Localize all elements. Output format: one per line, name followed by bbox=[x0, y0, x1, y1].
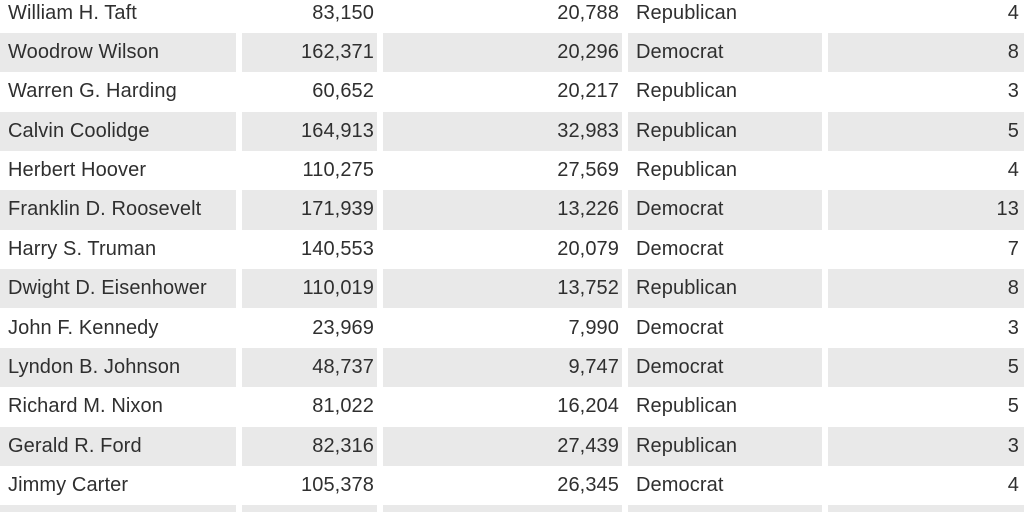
cell-president: John F. Kennedy bbox=[0, 308, 236, 348]
cell-value-b: 20,296 bbox=[383, 32, 622, 73]
cell-count: 5 bbox=[828, 347, 1024, 388]
cell-party: Democrat bbox=[628, 229, 822, 270]
cell-count: 8 bbox=[828, 32, 1024, 73]
cell-party: Republican bbox=[628, 72, 822, 112]
cell-count: 4 bbox=[828, 150, 1024, 191]
cell-party: Republican bbox=[628, 111, 822, 151]
cell-value-b: 27,569 bbox=[383, 150, 622, 191]
cell-party: Republican bbox=[628, 150, 822, 191]
cell-value-a: 162,371 bbox=[242, 32, 377, 73]
cell-president: Lyndon B. Johnson bbox=[0, 347, 236, 388]
table-row: Franklin D. Roosevelt 171,939 13,226 Democr… bbox=[0, 190, 1024, 230]
cell-value-b: 13,752 bbox=[383, 269, 622, 309]
cell-value-a: 48,737 bbox=[242, 347, 377, 388]
cell-value-a: 140,553 bbox=[242, 229, 377, 270]
table-row: Calvin Coolidge 164,913 32,983 Republican 5 bbox=[0, 111, 1024, 151]
cell-value-a: 164,913 bbox=[242, 111, 377, 151]
cell-value-b: 26,345 bbox=[383, 465, 622, 506]
cell-party bbox=[628, 505, 822, 512]
table-row bbox=[0, 505, 1024, 512]
cell-president: Warren G. Harding bbox=[0, 72, 236, 112]
cell-count: 3 bbox=[828, 308, 1024, 348]
cell-value-a: 23,969 bbox=[242, 308, 377, 348]
table-row: Herbert Hoover 110,275 27,569 Republican 4 bbox=[0, 150, 1024, 191]
cell-value-a: 171,939 bbox=[242, 190, 377, 230]
table-row: John F. Kennedy 23,969 7,990 Democrat 3 bbox=[0, 308, 1024, 348]
cell-value-b: 9,747 bbox=[383, 347, 622, 388]
table-row: William H. Taft 83,150 20,788 Republican 4 bbox=[0, 0, 1024, 33]
cell-party: Republican bbox=[628, 387, 822, 427]
cell-value-b: 20,079 bbox=[383, 229, 622, 270]
table-row: Dwight D. Eisenhower 110,019 13,752 Republi… bbox=[0, 269, 1024, 309]
table-row: Harry S. Truman 140,553 20,079 Democrat 7 bbox=[0, 229, 1024, 270]
cell-president: William H. Taft bbox=[0, 0, 236, 33]
cell-president: Calvin Coolidge bbox=[0, 111, 236, 151]
cell-value-b: 32,983 bbox=[383, 111, 622, 151]
cell-value-b: 20,788 bbox=[383, 0, 622, 33]
cell-count: 13 bbox=[828, 190, 1024, 230]
cell-count: 8 bbox=[828, 269, 1024, 309]
cell-party: Democrat bbox=[628, 308, 822, 348]
cell-party: Republican bbox=[628, 426, 822, 466]
table-row: Richard M. Nixon 81,022 16,204 Republican 5 bbox=[0, 387, 1024, 427]
cell-value-b: 7,990 bbox=[383, 308, 622, 348]
cell-president: Harry S. Truman bbox=[0, 229, 236, 270]
cell-president: Franklin D. Roosevelt bbox=[0, 190, 236, 230]
cell-count: 5 bbox=[828, 111, 1024, 151]
cell-value-a: 81,022 bbox=[242, 387, 377, 427]
cell-president: Richard M. Nixon bbox=[0, 387, 236, 427]
cell-value-a: 83,150 bbox=[242, 0, 377, 33]
cell-count: 4 bbox=[828, 465, 1024, 506]
cell-president: Jimmy Carter bbox=[0, 465, 236, 506]
cell-president: Herbert Hoover bbox=[0, 150, 236, 191]
cell-value-a: 105,378 bbox=[242, 465, 377, 506]
cell-party: Republican bbox=[628, 0, 822, 33]
cell-value-b: 27,439 bbox=[383, 426, 622, 466]
cell-president bbox=[0, 505, 236, 512]
cell-value-a: 60,652 bbox=[242, 72, 377, 112]
cell-count: 3 bbox=[828, 72, 1024, 112]
cell-party: Democrat bbox=[628, 190, 822, 230]
cell-party: Democrat bbox=[628, 347, 822, 388]
cell-party: Democrat bbox=[628, 465, 822, 506]
table-row: Lyndon B. Johnson 48,737 9,747 Democrat 5 bbox=[0, 347, 1024, 388]
cell-count: 4 bbox=[828, 0, 1024, 33]
cell-count: 5 bbox=[828, 387, 1024, 427]
cell-value-a bbox=[242, 505, 377, 512]
cell-value-b: 16,204 bbox=[383, 387, 622, 427]
table-row: Gerald R. Ford 82,316 27,439 Republican 3 bbox=[0, 426, 1024, 466]
cell-value-a: 82,316 bbox=[242, 426, 377, 466]
table-row: Warren G. Harding 60,652 20,217 Republican 3 bbox=[0, 72, 1024, 112]
cell-value-b bbox=[383, 505, 622, 512]
cell-party: Democrat bbox=[628, 32, 822, 73]
cell-party: Republican bbox=[628, 269, 822, 309]
cell-value-a: 110,275 bbox=[242, 150, 377, 191]
cell-value-a: 110,019 bbox=[242, 269, 377, 309]
cell-president: Gerald R. Ford bbox=[0, 426, 236, 466]
cell-count: 7 bbox=[828, 229, 1024, 270]
cell-president: Dwight D. Eisenhower bbox=[0, 269, 236, 309]
cell-value-b: 20,217 bbox=[383, 72, 622, 112]
cell-president: Woodrow Wilson bbox=[0, 32, 236, 73]
cell-count: 3 bbox=[828, 426, 1024, 466]
cell-count bbox=[828, 505, 1024, 512]
table-row: Woodrow Wilson 162,371 20,296 Democrat 8 bbox=[0, 32, 1024, 73]
table-row: Jimmy Carter 105,378 26,345 Democrat 4 bbox=[0, 465, 1024, 506]
cell-value-b: 13,226 bbox=[383, 190, 622, 230]
